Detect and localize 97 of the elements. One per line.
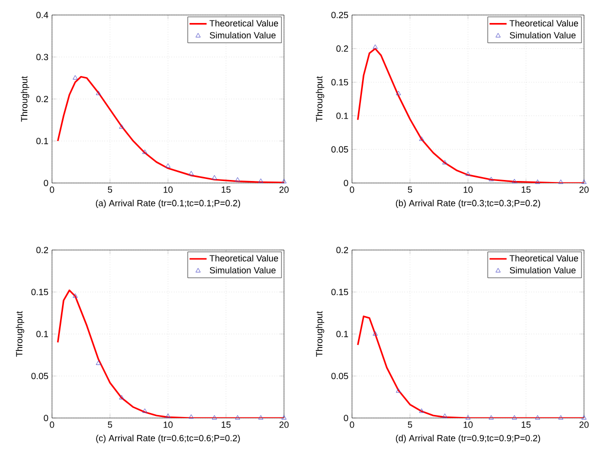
y-tick-label: 0 [44, 414, 48, 422]
x-tick-label: 15 [222, 422, 231, 428]
y-tick-label: 0.2 [36, 246, 48, 254]
y-tick-label: 0 [344, 180, 348, 186]
point [258, 415, 264, 420]
point [396, 388, 401, 393]
y-tick-label: 0.2 [336, 246, 348, 254]
point [166, 163, 170, 168]
y-tick-label: 0.3 [36, 54, 48, 60]
point [235, 177, 240, 182]
x-tick-label: 20 [279, 422, 289, 428]
y-tick-label: 0.1 [36, 330, 48, 338]
x-tick-label: 0 [50, 422, 54, 428]
y-tick-label: 0.15 [331, 79, 348, 86]
x-axis-title: (c) Arrival Rate (tr=0.6;tc=0.6;P=0.2) [96, 434, 240, 444]
y-tick-label: 0.25 [331, 12, 348, 18]
point [96, 360, 101, 365]
x-tick-label: 10 [164, 186, 173, 193]
point [466, 415, 470, 420]
x-tick-label: 20 [279, 186, 289, 193]
legend-label: Theoretical Value [510, 20, 578, 26]
x-tick-label: 0 [50, 186, 54, 193]
point [372, 331, 378, 336]
legend-label: Theoretical Value [510, 254, 578, 262]
point [119, 395, 124, 400]
y-tick-label: 0.1 [36, 138, 48, 144]
point [419, 408, 424, 413]
x-tick-label: 10 [464, 186, 473, 193]
point [535, 179, 540, 184]
legend-label: Simulation Value [210, 266, 276, 274]
point [282, 178, 286, 184]
y-tick-label: 0 [344, 414, 348, 422]
y-tick-label: 0.05 [31, 372, 48, 380]
x-tick-label: 0 [350, 186, 354, 193]
point [488, 415, 494, 420]
y-axis-title: Throughput [16, 311, 24, 357]
point [188, 170, 194, 176]
x-axis-title: (b) Arrival Rate (tr=0.3;tc=0.3;P=0.2) [396, 200, 540, 208]
point [142, 408, 148, 413]
y-axis-title: Throughput [20, 76, 30, 122]
point [535, 415, 540, 420]
y-tick-label: 0.15 [331, 288, 348, 296]
y-tick-label: 0.2 [336, 45, 348, 52]
x-tick-label: 5 [108, 186, 112, 193]
y-tick-label: 0.1 [336, 330, 348, 338]
y-tick-label: 0.05 [331, 146, 348, 153]
y-axis-title: Throughput [316, 76, 324, 122]
point [442, 413, 448, 418]
point [96, 90, 101, 96]
y-tick-label: 0 [44, 180, 48, 186]
x-tick-label: 20 [579, 422, 589, 428]
point [258, 178, 264, 183]
point [119, 124, 124, 129]
point [142, 149, 148, 154]
point [582, 179, 586, 184]
y-tick-label: 0.4 [36, 12, 48, 18]
point [512, 178, 517, 184]
point [488, 176, 494, 182]
x-axis-title: (a) Arrival Rate (tr=0.1;tc=0.1;P=0.2) [96, 200, 240, 208]
point [372, 44, 378, 49]
x-tick-label: 5 [108, 422, 112, 428]
point [466, 171, 470, 176]
point [212, 415, 217, 420]
y-axis-title: Throughput [316, 311, 324, 357]
point [188, 414, 194, 419]
x-axis-title: (d) Arrival Rate (tr=0.9;tc=0.9;P=0.2) [396, 434, 540, 444]
x-tick-label: 5 [408, 186, 412, 193]
point [558, 179, 564, 184]
point [72, 293, 78, 298]
legend-label: Simulation Value [510, 266, 576, 274]
point [582, 415, 586, 420]
point [396, 90, 401, 96]
point [512, 415, 517, 420]
y-tick-label: 0.15 [31, 288, 48, 296]
legend-label: Theoretical Value [210, 20, 278, 26]
x-tick-label: 15 [522, 186, 531, 193]
x-tick-label: 10 [164, 422, 173, 428]
point [419, 136, 424, 141]
legend-label: Theoretical Value [210, 254, 278, 262]
x-tick-label: 5 [408, 422, 412, 428]
x-tick-label: 20 [579, 186, 589, 193]
point [235, 415, 240, 420]
y-tick-label: 0.2 [36, 96, 48, 102]
legend-label: Simulation Value [210, 32, 276, 38]
x-tick-label: 10 [464, 422, 473, 428]
point [282, 415, 286, 420]
point [442, 160, 448, 164]
y-tick-label: 0.1 [336, 112, 348, 119]
point [558, 415, 564, 420]
x-tick-label: 0 [350, 422, 354, 428]
legend-label: Simulation Value [510, 32, 576, 38]
x-tick-label: 15 [522, 422, 531, 428]
x-tick-label: 15 [222, 186, 231, 193]
point [72, 75, 78, 80]
y-tick-label: 0.05 [331, 372, 348, 380]
point [166, 413, 170, 418]
point [212, 175, 217, 180]
